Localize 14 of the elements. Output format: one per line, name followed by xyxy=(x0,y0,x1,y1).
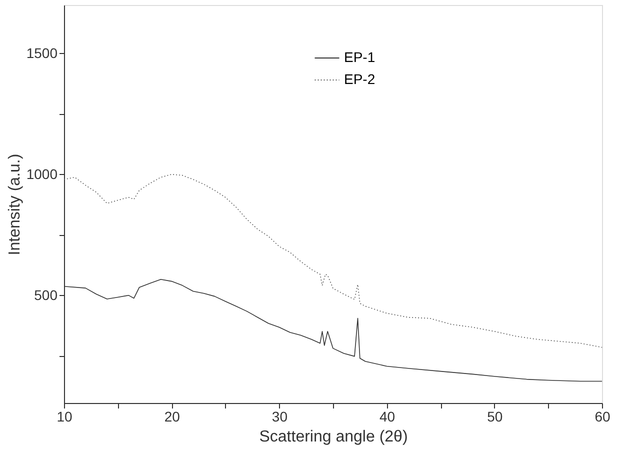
x-tick-label: 10 xyxy=(56,408,72,424)
legend-label: EP-1 xyxy=(344,49,376,65)
y-tick-label: 500 xyxy=(34,286,58,303)
x-axis-title: Scattering angle (2θ) xyxy=(259,428,408,446)
y-tick-label: 1000 xyxy=(26,166,58,182)
x-tick-label: 50 xyxy=(487,408,503,424)
line-series xyxy=(64,174,602,348)
x-tick-label: 40 xyxy=(380,408,396,424)
x-tick-label: 20 xyxy=(164,408,180,424)
x-tick-label: 30 xyxy=(272,408,288,424)
y-tick-label: 1500 xyxy=(26,44,58,61)
legend-label: EP-2 xyxy=(344,71,376,87)
x-tick-label: 60 xyxy=(594,408,610,424)
y-axis-title: Intensity (a.u.) xyxy=(6,154,24,256)
